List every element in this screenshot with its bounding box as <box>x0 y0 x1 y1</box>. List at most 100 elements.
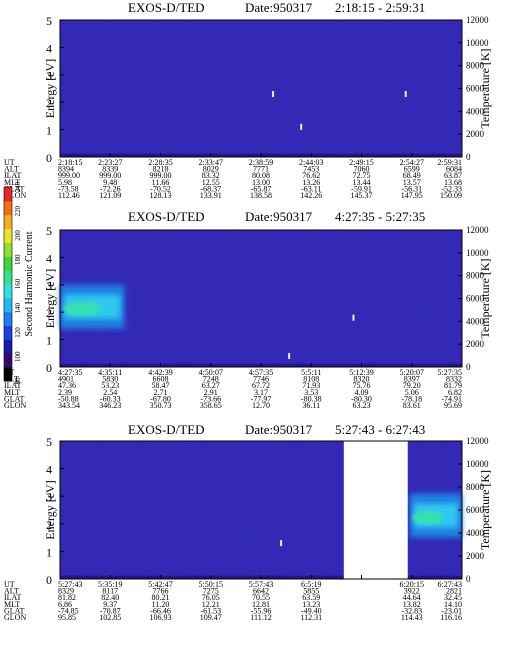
colorbar-segment <box>4 297 12 313</box>
table-cell: 128.13 <box>150 191 172 200</box>
table-cell: 2821 <box>446 587 462 596</box>
table-cell: 8332 <box>446 375 462 384</box>
table-cell: 4.09 <box>355 388 369 397</box>
table-cell: 83.32 <box>202 171 220 180</box>
table-cell: 121.09 <box>99 191 121 200</box>
y2-tick-label: 2000 <box>466 339 485 349</box>
table-cell: 6642 <box>253 587 269 596</box>
colorbar-label: Second Harmonic Current <box>24 231 35 336</box>
table-cell: 145.37 <box>351 191 373 200</box>
table-cell: 95.85 <box>58 613 76 622</box>
table-cell: 8108 <box>303 375 319 384</box>
table-cell: -67.80 <box>150 394 171 403</box>
table-cell: 4:57:35 <box>249 368 273 377</box>
table-cell: 4901 <box>58 375 74 384</box>
table-cell: 5855 <box>303 587 319 596</box>
table-cell: 106.93 <box>150 613 172 622</box>
table-cell: 8117 <box>102 587 118 596</box>
row-label-glon: GLON <box>4 191 26 200</box>
row-label-mlt: MLT <box>4 388 20 397</box>
table-cell: 63.59 <box>302 593 320 602</box>
table-cell: 4:27:35 <box>58 368 82 377</box>
table-cell: 114.43 <box>401 613 423 622</box>
table-cell: 5.06 <box>405 388 419 397</box>
table-cell: 72.75 <box>353 171 371 180</box>
table-cell: 4:42:39 <box>148 368 172 377</box>
table-cell: 13.26 <box>302 178 320 187</box>
table-cell: 142.26 <box>300 191 322 200</box>
table-cell: 138.58 <box>250 191 272 200</box>
table-cell: -61.53 <box>200 606 221 615</box>
row-label-alt: ALT <box>4 587 19 596</box>
table-cell: 76.05 <box>202 593 220 602</box>
table-cell: 58.47 <box>152 381 170 390</box>
panel-date: Date:950317 <box>245 209 313 224</box>
ion-heating-region <box>409 493 462 538</box>
y-tick-label: 3 <box>46 69 52 83</box>
row-label-mlt: MLT <box>4 178 20 187</box>
colorbar-segment <box>4 214 12 230</box>
table-cell: 8320 <box>354 375 370 384</box>
table-cell: -59.91 <box>351 184 372 193</box>
table-cell: 7766 <box>153 587 169 596</box>
table-cell: 83.61 <box>403 401 421 410</box>
y-tick-label: 0 <box>46 361 52 375</box>
y2-tick-label: 12000 <box>466 225 489 235</box>
table-cell: 999.00 <box>150 171 172 180</box>
table-cell: 111.12 <box>250 613 271 622</box>
table-cell: 8339 <box>102 165 118 174</box>
table-cell: 346.23 <box>99 401 121 410</box>
y-tick-label: 4 <box>46 251 52 265</box>
isolated-point-3 <box>300 123 303 130</box>
table-cell: 343.54 <box>58 401 80 410</box>
colorbar-segment <box>4 367 12 382</box>
table-cell: 5:50:15 <box>199 580 223 589</box>
table-cell: 5:57:43 <box>249 580 273 589</box>
colorbar-segment <box>4 200 12 216</box>
table-cell: 53.23 <box>101 381 119 390</box>
table-cell: 63.23 <box>353 401 371 410</box>
table-cell: -70.52 <box>150 184 171 193</box>
table-cell: -65.87 <box>251 184 272 193</box>
isolated-point-1 <box>280 540 283 547</box>
table-cell: 112.46 <box>58 191 80 200</box>
table-cell: 3.53 <box>304 388 318 397</box>
table-cell: 11.20 <box>152 600 170 609</box>
y-tick-label: 2 <box>46 306 52 320</box>
table-cell: 81.79 <box>444 381 462 390</box>
table-cell: 5:5:11 <box>301 368 321 377</box>
colorbar-segment <box>4 325 12 340</box>
y2-tick-label: 8000 <box>466 61 485 71</box>
colorbar-tick-label: 200 <box>14 230 22 241</box>
table-cell: 133.91 <box>200 191 222 200</box>
y-tick-label: 2 <box>46 96 52 110</box>
row-label-alt: ALT <box>4 165 19 174</box>
table-cell: 2.71 <box>154 388 168 397</box>
y-axis-label: Energy [eV] <box>43 269 57 328</box>
table-cell: 116.16 <box>440 613 462 622</box>
y2-tick-label: 4000 <box>466 528 485 538</box>
table-cell: 7453 <box>303 165 319 174</box>
panel-title: EXOS-D/TED <box>128 0 205 15</box>
table-cell: 109.47 <box>200 613 222 622</box>
table-cell: 4:50:07 <box>199 368 223 377</box>
table-cell: 2:18:15 <box>58 158 82 167</box>
spectrogram-noise <box>60 230 462 367</box>
table-cell: -50.88 <box>58 394 79 403</box>
table-cell: 13.00 <box>252 178 270 187</box>
row-label-ut: UT <box>4 580 15 589</box>
table-cell: 13.82 <box>403 600 421 609</box>
colorbar-tick-label: 80 <box>14 377 22 385</box>
table-cell: 3.17 <box>254 388 268 397</box>
table-cell: 6:20:15 <box>400 580 424 589</box>
table-cell: -32.83 <box>401 606 422 615</box>
isolated-point-1 <box>352 314 355 321</box>
table-cell: 6.82 <box>448 388 462 397</box>
table-cell: 6.86 <box>58 600 72 609</box>
y2-tick-label: 2000 <box>466 551 485 561</box>
table-cell: 80.08 <box>252 171 270 180</box>
table-cell: 13.44 <box>353 178 371 187</box>
colorbar-segment <box>4 256 12 271</box>
y-tick-label: 5 <box>46 14 52 28</box>
colorbar-segment <box>4 187 12 202</box>
